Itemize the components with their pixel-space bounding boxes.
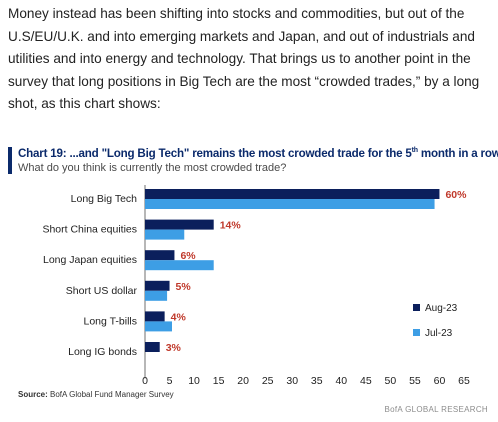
chart-source: Source: BofA Global Fund Manager Survey	[18, 390, 174, 399]
bar-aug-23	[145, 189, 440, 199]
legend-swatch-jul-23	[413, 329, 420, 336]
bar-jul-23	[145, 290, 168, 301]
chart-title: Chart 19: ...and "Long Big Tech" remains…	[18, 147, 498, 160]
x-tick-label: 40	[335, 375, 347, 387]
bar-jul-23	[145, 229, 185, 240]
category-label: Long Big Tech	[71, 193, 138, 205]
x-tick-label: 0	[142, 375, 148, 387]
x-tick-label: 65	[458, 375, 470, 387]
x-tick-label: 15	[213, 375, 225, 387]
data-label: 3%	[166, 342, 182, 354]
data-label: 60%	[445, 189, 467, 201]
x-tick-label: 5	[167, 375, 173, 387]
x-tick-label: 45	[360, 375, 372, 387]
x-tick-label: 30	[286, 375, 298, 387]
source-label: Source:	[18, 390, 48, 399]
bar-jul-23	[145, 199, 435, 209]
category-label: Long Japan equities	[43, 254, 137, 266]
bar-aug-23	[145, 219, 214, 230]
x-tick-label: 55	[409, 375, 421, 387]
chart-title-suffix: month in a row	[417, 147, 498, 160]
data-label: 6%	[180, 250, 196, 262]
source-text: BofA Global Fund Manager Survey	[47, 390, 174, 399]
x-tick-label: 60	[434, 375, 446, 387]
bar-aug-23	[145, 342, 160, 352]
bar-aug-23	[145, 280, 170, 291]
category-label: Long T-bills	[83, 315, 137, 327]
data-label: 4%	[171, 311, 187, 323]
bar-jul-23	[145, 260, 214, 271]
x-tick-label: 20	[237, 375, 249, 387]
title-accent-bar	[8, 147, 12, 174]
legend-label-aug-23: Aug-23	[425, 303, 458, 314]
chart-title-text: Chart 19: ...and "Long Big Tech" remains…	[18, 147, 412, 160]
brand-label: BofA GLOBAL RESEARCH	[384, 405, 488, 414]
bar-chart: Long Big Tech 60% Short China equities 14% L…	[42, 185, 470, 387]
bar-aug-23	[145, 250, 175, 261]
legend-swatch-aug-23	[413, 304, 420, 311]
bar-aug-23	[145, 311, 165, 322]
x-tick-label: 25	[262, 375, 274, 387]
x-tick-label: 50	[385, 375, 397, 387]
data-label: 5%	[176, 281, 192, 293]
category-label: Long IG bonds	[68, 346, 137, 358]
category-label: Short China equities	[42, 224, 137, 236]
category-label: Short US dollar	[66, 285, 138, 297]
chart-title-superscript: th	[411, 147, 418, 155]
chart-card: Chart 19: ...and "Long Big Tech" remains…	[8, 143, 498, 420]
data-label: 14%	[220, 220, 242, 232]
article-paragraph: Money instead has been shifting into sto…	[8, 6, 480, 112]
legend-label-jul-23: Jul-23	[425, 328, 453, 339]
chart-subtitle: What do you think is currently the most …	[18, 162, 287, 174]
x-tick-label: 35	[311, 375, 323, 387]
bar-jul-23	[145, 321, 172, 332]
x-tick-label: 10	[188, 375, 200, 387]
